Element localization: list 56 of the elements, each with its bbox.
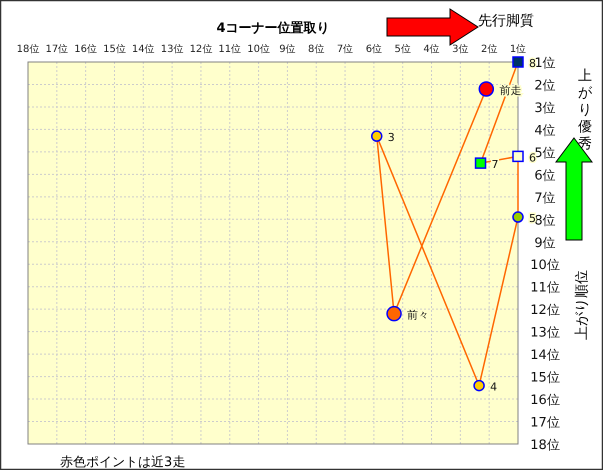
y2-axis-title: 上がり順位: [574, 270, 590, 340]
y-tick-label: 17位: [530, 416, 560, 431]
point: [371, 130, 383, 142]
y-tick-label: 1位: [534, 56, 556, 71]
y-tick-label: 10位: [530, 258, 560, 274]
text: 先行脚質: [478, 13, 534, 29]
series-label: 5: [529, 212, 536, 226]
y-tick-label: 12位: [530, 303, 560, 318]
y-tick-label: 2位: [534, 78, 556, 94]
series-label: 8: [529, 57, 536, 70]
y-tick-label: 13位: [530, 326, 560, 341]
x-tick-label: 12位: [190, 43, 212, 55]
y-tick-label: 9位: [534, 236, 556, 251]
y-tick-label: 11位: [530, 280, 560, 296]
x-tick-label: 2位: [480, 43, 498, 55]
y-tick-label: 14位: [530, 348, 560, 364]
series-label: 7: [492, 158, 499, 172]
point: [478, 81, 494, 97]
x-tick-label: 9位: [279, 43, 296, 55]
chart-title: 4コーナー位置取り: [216, 21, 330, 36]
text: 上がり優秀: [578, 68, 593, 152]
x-tick-label: 7位: [336, 43, 354, 55]
point: [512, 56, 524, 68]
series-label: 6: [529, 151, 536, 164]
x-tick-label: 18位: [16, 43, 40, 55]
x-tick-label: 15位: [103, 43, 126, 55]
point: [512, 150, 524, 162]
x-tick-label: 17位: [45, 43, 68, 55]
y-tick-label: 4位: [534, 123, 556, 138]
text: 赤色ポイントは近3走: [60, 455, 186, 470]
x-tick-label: 3位: [452, 43, 469, 55]
point: [512, 211, 524, 223]
point: [474, 157, 486, 169]
x-tick-label: 13位: [160, 43, 184, 55]
x-tick-label: 8位: [308, 43, 324, 55]
x-tick-label: 1位: [510, 43, 526, 55]
y-tick-label: 18位: [530, 438, 560, 453]
y-tick-label: 7位: [534, 190, 556, 206]
x-tick-label: 11位: [218, 43, 242, 55]
y-tick-label: 6位: [534, 168, 556, 184]
series-label: 4: [490, 380, 498, 394]
x-tick-label: 6位: [366, 43, 382, 55]
series-label: 3: [388, 131, 395, 144]
x-tick-label: 16位: [74, 43, 98, 55]
y-tick-label: 16位: [530, 393, 560, 408]
point: [473, 380, 485, 392]
x-tick-label: 10位: [247, 43, 270, 55]
point: [386, 306, 402, 322]
x-tick-label: 14位: [132, 43, 155, 55]
x-tick-label: 4位: [423, 43, 440, 55]
x-tick-label: 5位: [394, 43, 411, 55]
y-tick-label: 3位: [534, 100, 556, 116]
y-tick-label: 15位: [530, 370, 560, 386]
y-tick-label: 5位: [534, 146, 556, 161]
series-label: 前々: [407, 308, 430, 322]
y-tick-label: 8位: [534, 213, 556, 228]
